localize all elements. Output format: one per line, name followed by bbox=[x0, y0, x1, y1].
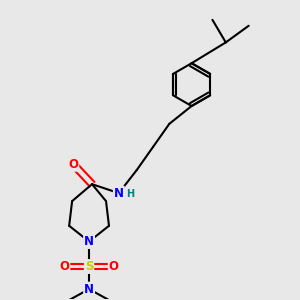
Text: N: N bbox=[84, 235, 94, 248]
Text: O: O bbox=[59, 260, 69, 273]
Text: N: N bbox=[84, 283, 94, 296]
Text: O: O bbox=[109, 260, 119, 273]
Text: H: H bbox=[126, 189, 134, 199]
Text: O: O bbox=[68, 158, 78, 171]
Text: S: S bbox=[85, 260, 93, 273]
Text: N: N bbox=[114, 187, 124, 200]
